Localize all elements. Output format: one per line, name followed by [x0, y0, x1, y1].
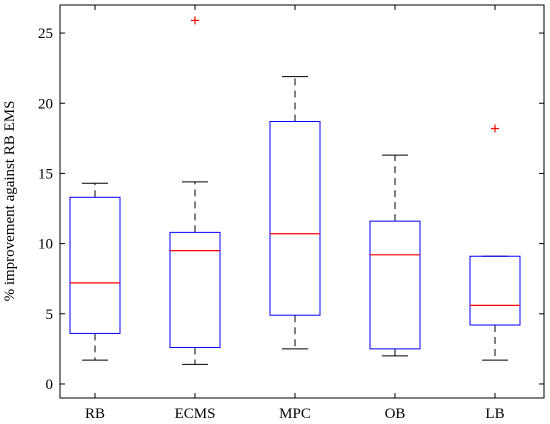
box-series: [69, 16, 521, 365]
y-axis-label: % improvement against RB EMS: [2, 101, 18, 302]
plot-frame: [59, 4, 545, 399]
box-ecms: [169, 16, 221, 365]
y-tick-label: 5: [46, 307, 54, 323]
y-tick-label: 10: [38, 237, 53, 253]
x-tick-label: LB: [485, 406, 504, 422]
iqr-box: [369, 220, 421, 350]
box-rb: [69, 182, 121, 361]
y-tick-label: 15: [38, 166, 53, 182]
iqr-box: [469, 255, 521, 326]
iqr-box: [69, 196, 121, 334]
box-mpc: [269, 76, 321, 350]
x-tick-label: ECMS: [175, 406, 216, 422]
box-lb: [469, 124, 521, 361]
y-tick-label: 25: [38, 26, 53, 42]
x-tick-label: RB: [85, 406, 105, 422]
x-tick-label: OB: [385, 406, 406, 422]
outlier-marker: [191, 16, 199, 25]
x-axis: RB ECMS MPC OB LB: [85, 5, 505, 422]
box-ob: [369, 154, 421, 357]
iqr-box: [269, 120, 321, 316]
y-tick-label: 20: [38, 96, 53, 112]
x-tick-label: MPC: [279, 406, 311, 422]
outlier-marker: [491, 124, 499, 133]
y-tick-label: 0: [46, 377, 54, 393]
y-axis: 0 5 10 15 20 25: [38, 26, 544, 393]
iqr-box: [169, 231, 221, 348]
